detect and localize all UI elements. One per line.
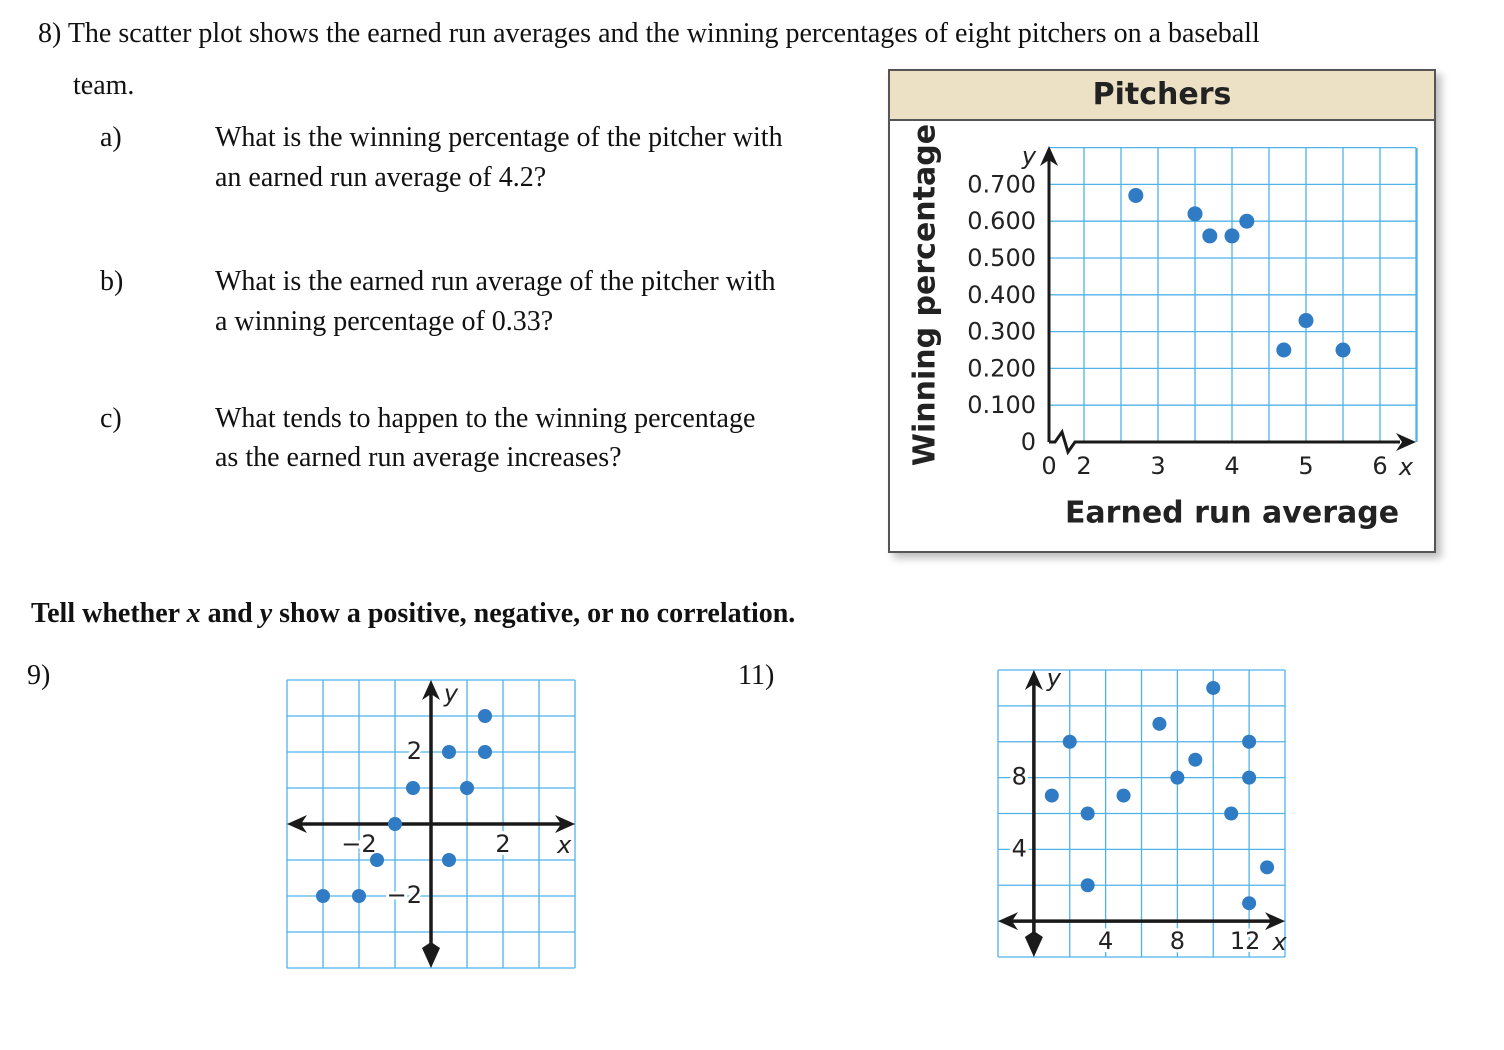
x-tick-label: 0 bbox=[1041, 452, 1056, 480]
q9-data-point bbox=[478, 709, 492, 723]
q9-x-tick-label: 2 bbox=[495, 830, 510, 858]
q8-number: 8) bbox=[38, 18, 62, 49]
q11-x-var-label: x bbox=[1272, 928, 1288, 956]
y-tick-label: 0.300 bbox=[967, 318, 1036, 346]
q11-x-tick-label: 8 bbox=[1170, 927, 1185, 955]
q11-y-arrow-down-icon bbox=[1024, 931, 1043, 957]
y-axis-var-label: y bbox=[1021, 142, 1037, 170]
q11-x-tick-label: 12 bbox=[1230, 927, 1261, 955]
q9-data-point bbox=[478, 745, 492, 759]
q11-data-point bbox=[1242, 734, 1257, 749]
part-c-line2: as the earned run average increases? bbox=[215, 442, 622, 473]
pitchers-xlabel: Earned run average bbox=[1064, 495, 1400, 531]
q11-data-point bbox=[1062, 734, 1077, 749]
q11-x-arrow-right-icon bbox=[1265, 912, 1285, 931]
q9-data-point bbox=[442, 745, 456, 759]
q9-data-point bbox=[442, 853, 456, 867]
q9-x-tick-label: −2 bbox=[341, 830, 376, 858]
q11-data-point bbox=[1242, 770, 1257, 785]
q8-stem: 8) The scatter plot shows the earned run… bbox=[38, 18, 1260, 50]
part-b-label: b) bbox=[100, 266, 124, 297]
pitchers-chart-frame: Pitchers bbox=[888, 69, 1436, 553]
y-tick-label: 0.700 bbox=[967, 170, 1036, 198]
part-a-line2: an earned run average of 4.2? bbox=[215, 162, 547, 193]
q9-y-tick-label: 2 bbox=[407, 737, 422, 765]
part-c-label: c) bbox=[100, 403, 122, 434]
q11-data-point bbox=[1170, 770, 1185, 785]
q8-stem-line2: team. bbox=[73, 70, 135, 101]
data-point bbox=[1224, 228, 1240, 244]
q9-y-tick-label: −2 bbox=[387, 881, 422, 909]
q9-data-point bbox=[406, 781, 420, 795]
y-tick-label: 0.400 bbox=[967, 281, 1036, 309]
x-tick-label: 3 bbox=[1150, 452, 1165, 480]
q9-data-point bbox=[352, 889, 366, 903]
q11-y-tick-label: 4 bbox=[1012, 834, 1027, 862]
q11-data-point bbox=[1224, 806, 1239, 821]
q9-x-var-label: x bbox=[556, 831, 572, 859]
q9-y-var-label: y bbox=[443, 679, 459, 707]
q9-data-point bbox=[460, 781, 474, 795]
x-tick-label: 2 bbox=[1076, 452, 1091, 480]
x-tick-label: 5 bbox=[1298, 452, 1313, 480]
q9-y-arrow-up-icon bbox=[422, 680, 440, 700]
y-tick-label: 0.600 bbox=[967, 207, 1036, 235]
q11-x-arrow-left-icon bbox=[998, 912, 1018, 931]
pitchers-chart-title: Pitchers bbox=[890, 71, 1434, 121]
x-axis-arrow-icon bbox=[1396, 433, 1416, 451]
q9-data-point bbox=[388, 817, 402, 831]
q11-y-arrow-up-icon bbox=[1024, 670, 1043, 690]
x-tick-label: 4 bbox=[1224, 452, 1239, 480]
part-a-label: a) bbox=[100, 122, 122, 153]
q11-data-point bbox=[1116, 788, 1131, 803]
q11-data-point bbox=[1188, 752, 1203, 767]
q11-data-point bbox=[1044, 788, 1059, 803]
q11-data-point bbox=[1260, 860, 1275, 875]
q11-data-point bbox=[1242, 896, 1257, 911]
instruction: Tell whether x and y show a positive, ne… bbox=[31, 598, 796, 629]
data-point bbox=[1276, 342, 1292, 358]
y-tick-label: 0.100 bbox=[967, 391, 1036, 419]
q11-data-point bbox=[1152, 716, 1167, 731]
y-tick-label: 0.500 bbox=[967, 244, 1036, 272]
q9-x-arrow-left-icon bbox=[287, 815, 307, 833]
q11-data-point bbox=[1080, 806, 1095, 821]
q9-data-point bbox=[370, 853, 384, 867]
q11-x-tick-label: 4 bbox=[1098, 927, 1113, 955]
q9-y-arrow-down-icon bbox=[422, 942, 440, 968]
part-b-line2: a winning percentage of 0.33? bbox=[215, 306, 554, 337]
data-point bbox=[1239, 213, 1255, 229]
y-tick-label: 0.200 bbox=[967, 354, 1036, 382]
part-a-line1: What is the winning percentage of the pi… bbox=[215, 122, 783, 153]
y-tick-label: 0 bbox=[1021, 428, 1036, 456]
q11-y-tick-label: 8 bbox=[1012, 763, 1027, 791]
q11-number: 11) bbox=[738, 660, 775, 691]
x-axis-var-label: x bbox=[1398, 453, 1414, 481]
data-point bbox=[1202, 228, 1218, 244]
q11-data-point bbox=[1206, 680, 1221, 695]
x-tick-label: 6 bbox=[1372, 452, 1387, 480]
q9-x-arrow-right-icon bbox=[555, 815, 575, 833]
x-axis-with-break bbox=[1049, 428, 1400, 456]
part-c-line1: What tends to happen to the winning perc… bbox=[215, 403, 756, 434]
q9-data-point bbox=[316, 889, 330, 903]
data-point bbox=[1187, 206, 1203, 222]
q11-y-var-label: y bbox=[1046, 664, 1062, 692]
q8-stem-line1: The scatter plot shows the earned run av… bbox=[67, 18, 1260, 49]
q9-number: 9) bbox=[27, 660, 51, 691]
data-point bbox=[1128, 187, 1144, 203]
q11-data-point bbox=[1080, 878, 1095, 893]
part-b-line1: What is the earned run average of the pi… bbox=[215, 266, 776, 297]
y-axis-arrow-icon bbox=[1040, 146, 1058, 166]
data-point bbox=[1298, 313, 1314, 329]
data-point bbox=[1335, 342, 1351, 358]
